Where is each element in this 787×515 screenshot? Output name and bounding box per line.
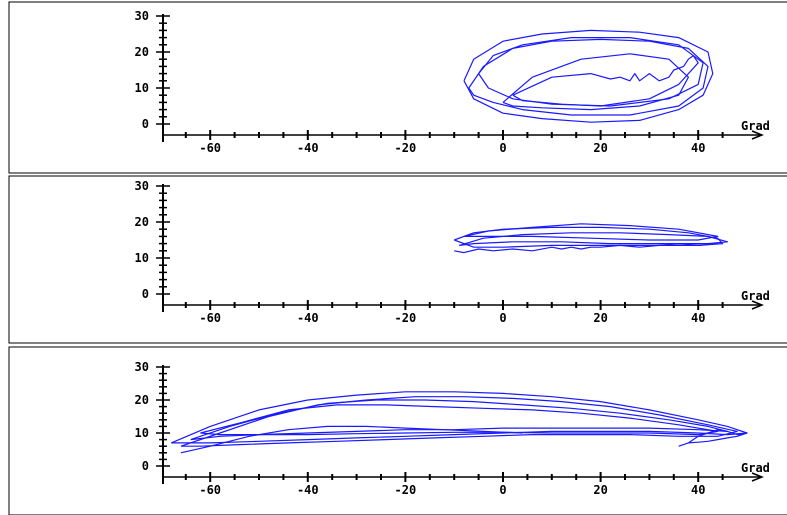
y-tick-label: 0 [142, 287, 149, 301]
x-tick-label: -20 [395, 141, 417, 155]
x-axis-label: Grad [741, 289, 770, 303]
y-tick-label: 20 [135, 393, 149, 407]
x-tick-label: 0 [499, 141, 506, 155]
x-tick-label: -60 [199, 483, 221, 497]
x-tick-label: 0 [499, 483, 506, 497]
chart-panel-middle: 0 10 20 30 -60 -40 -20 0 20 40 Grad [9, 176, 787, 343]
x-tick-label: -40 [297, 141, 319, 155]
x-tick-label: 40 [691, 483, 705, 497]
y-tick-label: 10 [135, 426, 149, 440]
x-tick-label: -40 [297, 311, 319, 325]
y-tick-label: 10 [135, 81, 149, 95]
chart-panel-top: 0 10 20 30 -60 -40 -20 0 20 40 Grad [9, 2, 787, 173]
x-tick-label: -20 [395, 483, 417, 497]
y-tick-label: 30 [135, 360, 149, 374]
y-tick-label: 0 [142, 459, 149, 473]
x-tick-label: 40 [691, 141, 705, 155]
x-tick-label: 20 [593, 483, 607, 497]
y-tick-label: 30 [135, 179, 149, 193]
x-tick-label: -40 [297, 483, 319, 497]
x-tick-label: 20 [593, 311, 607, 325]
x-tick-label: -60 [199, 141, 221, 155]
x-tick-label: -60 [199, 311, 221, 325]
y-tick-label: 20 [135, 215, 149, 229]
chart-panel-bottom: 0 10 20 30 -60 -40 -20 0 20 40 Grad [9, 347, 787, 515]
y-tick-label: 30 [135, 9, 149, 23]
x-axis-label: Grad [741, 461, 770, 475]
y-tick-label: 20 [135, 45, 149, 59]
x-axis-label: Grad [741, 119, 770, 133]
x-tick-label: 0 [499, 311, 506, 325]
x-tick-label: 20 [593, 141, 607, 155]
y-tick-label: 0 [142, 117, 149, 131]
x-tick-label: -20 [395, 311, 417, 325]
y-tick-label: 10 [135, 251, 149, 265]
x-tick-label: 40 [691, 311, 705, 325]
